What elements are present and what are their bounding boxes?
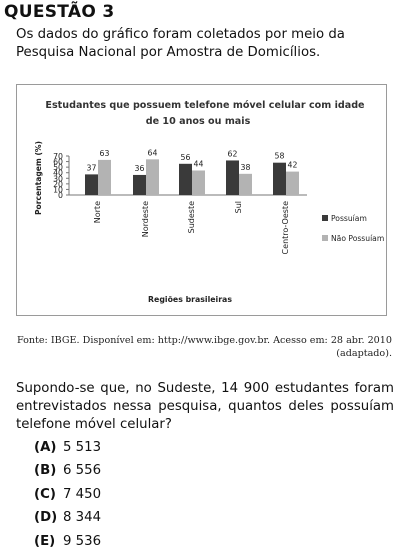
bar-value-label: 36 (135, 164, 145, 173)
source-citation: Fonte: IBGE. Disponível em: http://www.i… (16, 335, 392, 359)
bar-value-label: 58 (275, 152, 285, 161)
bar-value-label: 63 (100, 149, 110, 158)
option-value: 8 344 (63, 510, 102, 526)
option-d[interactable]: (D) 8 344 (34, 509, 101, 532)
category-label: Sudeste (187, 201, 196, 233)
bar-possuiam (85, 174, 98, 195)
option-value: 6 556 (63, 463, 102, 479)
category-label: Centro-Oeste (281, 201, 290, 255)
bar-nao-possuiam (98, 159, 111, 195)
category-label: Norte (93, 201, 102, 223)
category-label: Sul (234, 201, 243, 213)
option-letter: (D) (34, 510, 58, 526)
y-tick-label: 70 (53, 152, 63, 161)
option-letter: (B) (34, 463, 57, 479)
y-axis-label: Porcentagem (%) (34, 141, 43, 215)
option-c[interactable]: (C) 7 450 (34, 486, 101, 509)
option-letter: (E) (34, 533, 56, 549)
bar-nao-possuiam (239, 173, 252, 195)
option-value: 7 450 (63, 486, 102, 502)
y-tick-label: 60 (53, 158, 63, 167)
y-tick-label: 50 (53, 163, 63, 172)
bar-chart: Estudantes que possuem telefone móvel ce… (34, 99, 384, 304)
y-tick-label: 10 (53, 185, 63, 194)
x-axis-label: Regiões brasileiras (148, 295, 232, 304)
category-label: Nordeste (141, 201, 150, 237)
bar-possuiam (179, 163, 192, 195)
bar-value-label: 42 (288, 161, 298, 170)
legend-label: Não Possuíam (331, 234, 384, 243)
bar-possuiam (273, 162, 286, 195)
option-b[interactable]: (B) 6 556 (34, 462, 101, 485)
bar-possuiam (133, 174, 146, 195)
chart-container: Estudantes que possuem telefone móvel ce… (16, 84, 387, 316)
bar-value-label: 64 (148, 148, 158, 157)
option-letter: (A) (34, 440, 57, 455)
y-tick-label: 0 (58, 191, 63, 200)
question-title: QUESTÃO 3 (4, 2, 115, 22)
chart-title-line1: Estudantes que possuem telefone móvel ce… (45, 99, 365, 111)
y-tick-label: 20 (53, 180, 63, 189)
y-tick-label: 30 (53, 174, 63, 183)
y-tick-label: 40 (53, 169, 63, 178)
answer-options: (A) 5 513 (B) 6 556 (C) 7 450 (D) 8 344 (E) 9… (34, 439, 101, 556)
option-letter: (C) (34, 486, 56, 502)
question-text: Supondo-se que, no Sudeste, 14 900 estud… (16, 381, 394, 432)
bar-nao-possuiam (146, 159, 159, 195)
option-e[interactable]: (E) 9 536 (34, 533, 101, 556)
bar-value-label: 44 (194, 159, 204, 168)
bar-nao-possuiam (286, 171, 299, 195)
bar-possuiam (226, 160, 239, 195)
chart-title-line2: de 10 anos ou mais (146, 116, 251, 127)
option-value: 9 536 (63, 533, 102, 549)
bar-nao-possuiam (192, 170, 205, 195)
option-a[interactable]: (A) 5 513 (34, 439, 101, 462)
bar-value-label: 56 (181, 153, 191, 162)
bar-value-label: 37 (87, 163, 97, 172)
legend-swatch (322, 235, 328, 241)
bar-value-label: 62 (228, 149, 238, 158)
option-value: 5 513 (63, 440, 102, 455)
legend-label: Possuíam (331, 214, 367, 223)
intro-text: Os dados do gráfico foram coletados por … (16, 27, 345, 60)
legend-swatch (322, 215, 328, 221)
bar-value-label: 38 (241, 163, 251, 172)
